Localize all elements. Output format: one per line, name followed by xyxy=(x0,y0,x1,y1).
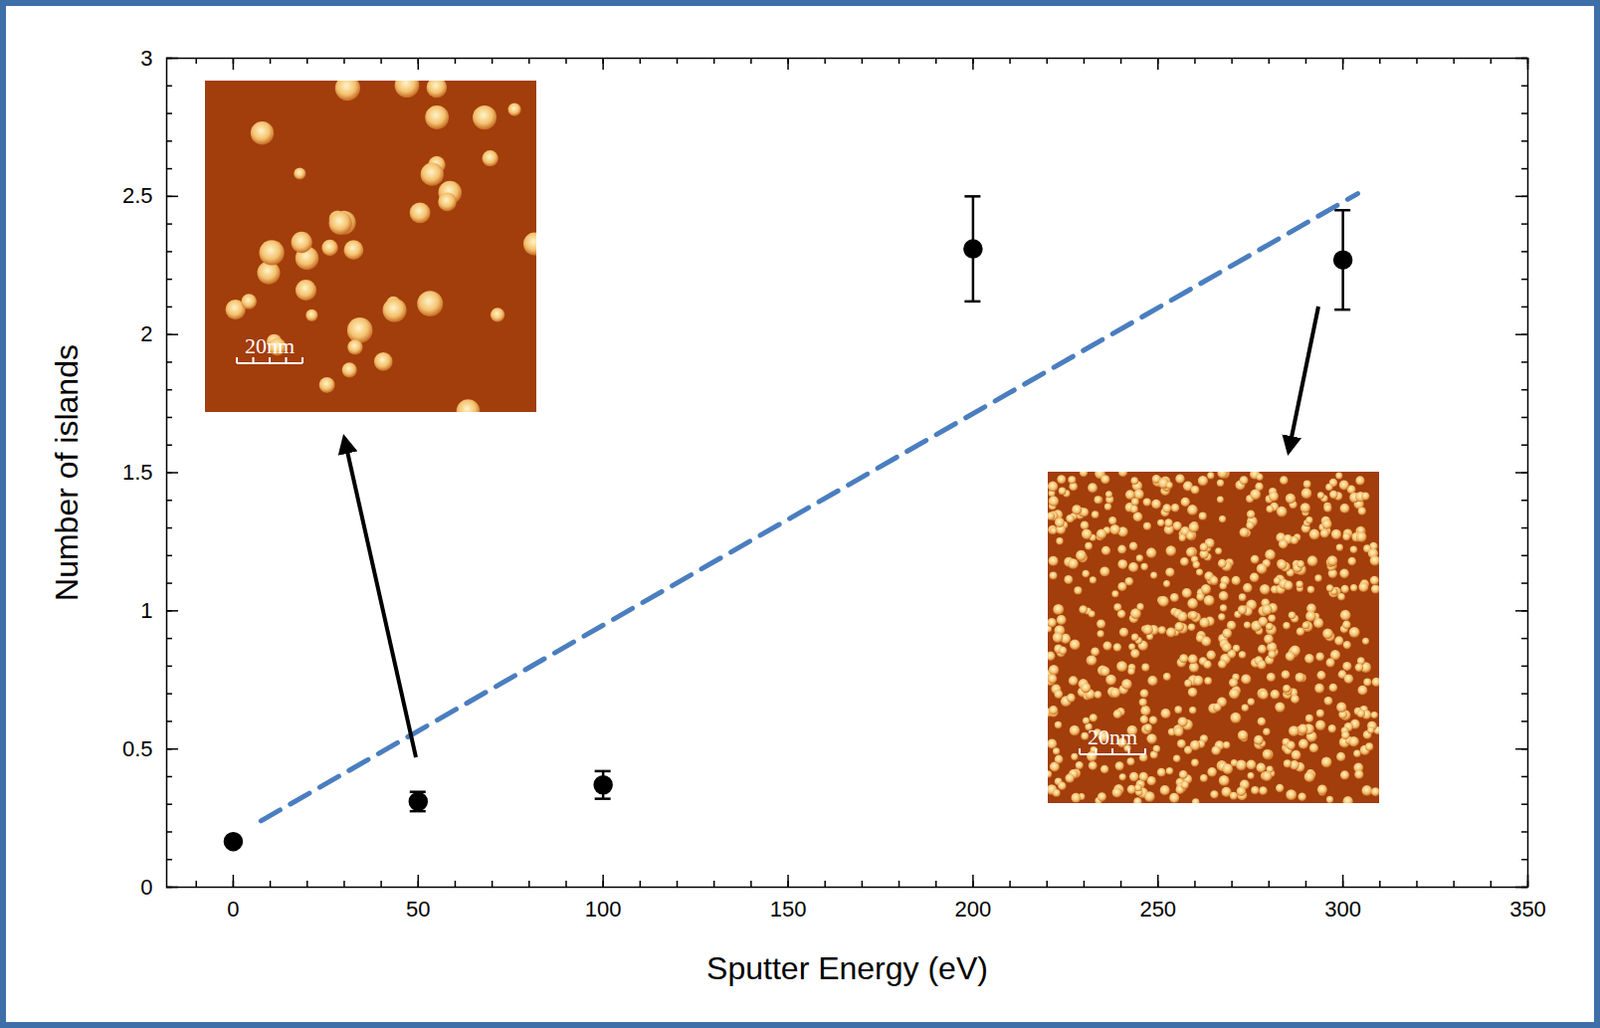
svg-text:2.5: 2.5 xyxy=(122,183,154,208)
svg-text:300: 300 xyxy=(1324,896,1362,922)
svg-text:200: 200 xyxy=(955,896,993,922)
svg-text:20nm: 20nm xyxy=(244,333,295,359)
svg-text:3: 3 xyxy=(140,45,153,71)
svg-text:50: 50 xyxy=(405,896,430,922)
svg-text:1: 1 xyxy=(140,598,153,623)
svg-text:Sputter Energy (eV): Sputter Energy (eV) xyxy=(706,950,989,987)
svg-text:150: 150 xyxy=(770,896,807,922)
svg-text:100: 100 xyxy=(585,896,622,922)
svg-text:0: 0 xyxy=(226,896,239,922)
svg-text:0: 0 xyxy=(140,874,153,900)
svg-text:1.5: 1.5 xyxy=(122,459,154,485)
svg-text:350: 350 xyxy=(1509,896,1547,922)
svg-text:20nm: 20nm xyxy=(1087,724,1138,750)
svg-text:250: 250 xyxy=(1139,896,1177,922)
svg-text:2: 2 xyxy=(140,321,153,347)
svg-text:0.5: 0.5 xyxy=(122,736,154,762)
svg-text:Number of islands: Number of islands xyxy=(48,344,85,601)
